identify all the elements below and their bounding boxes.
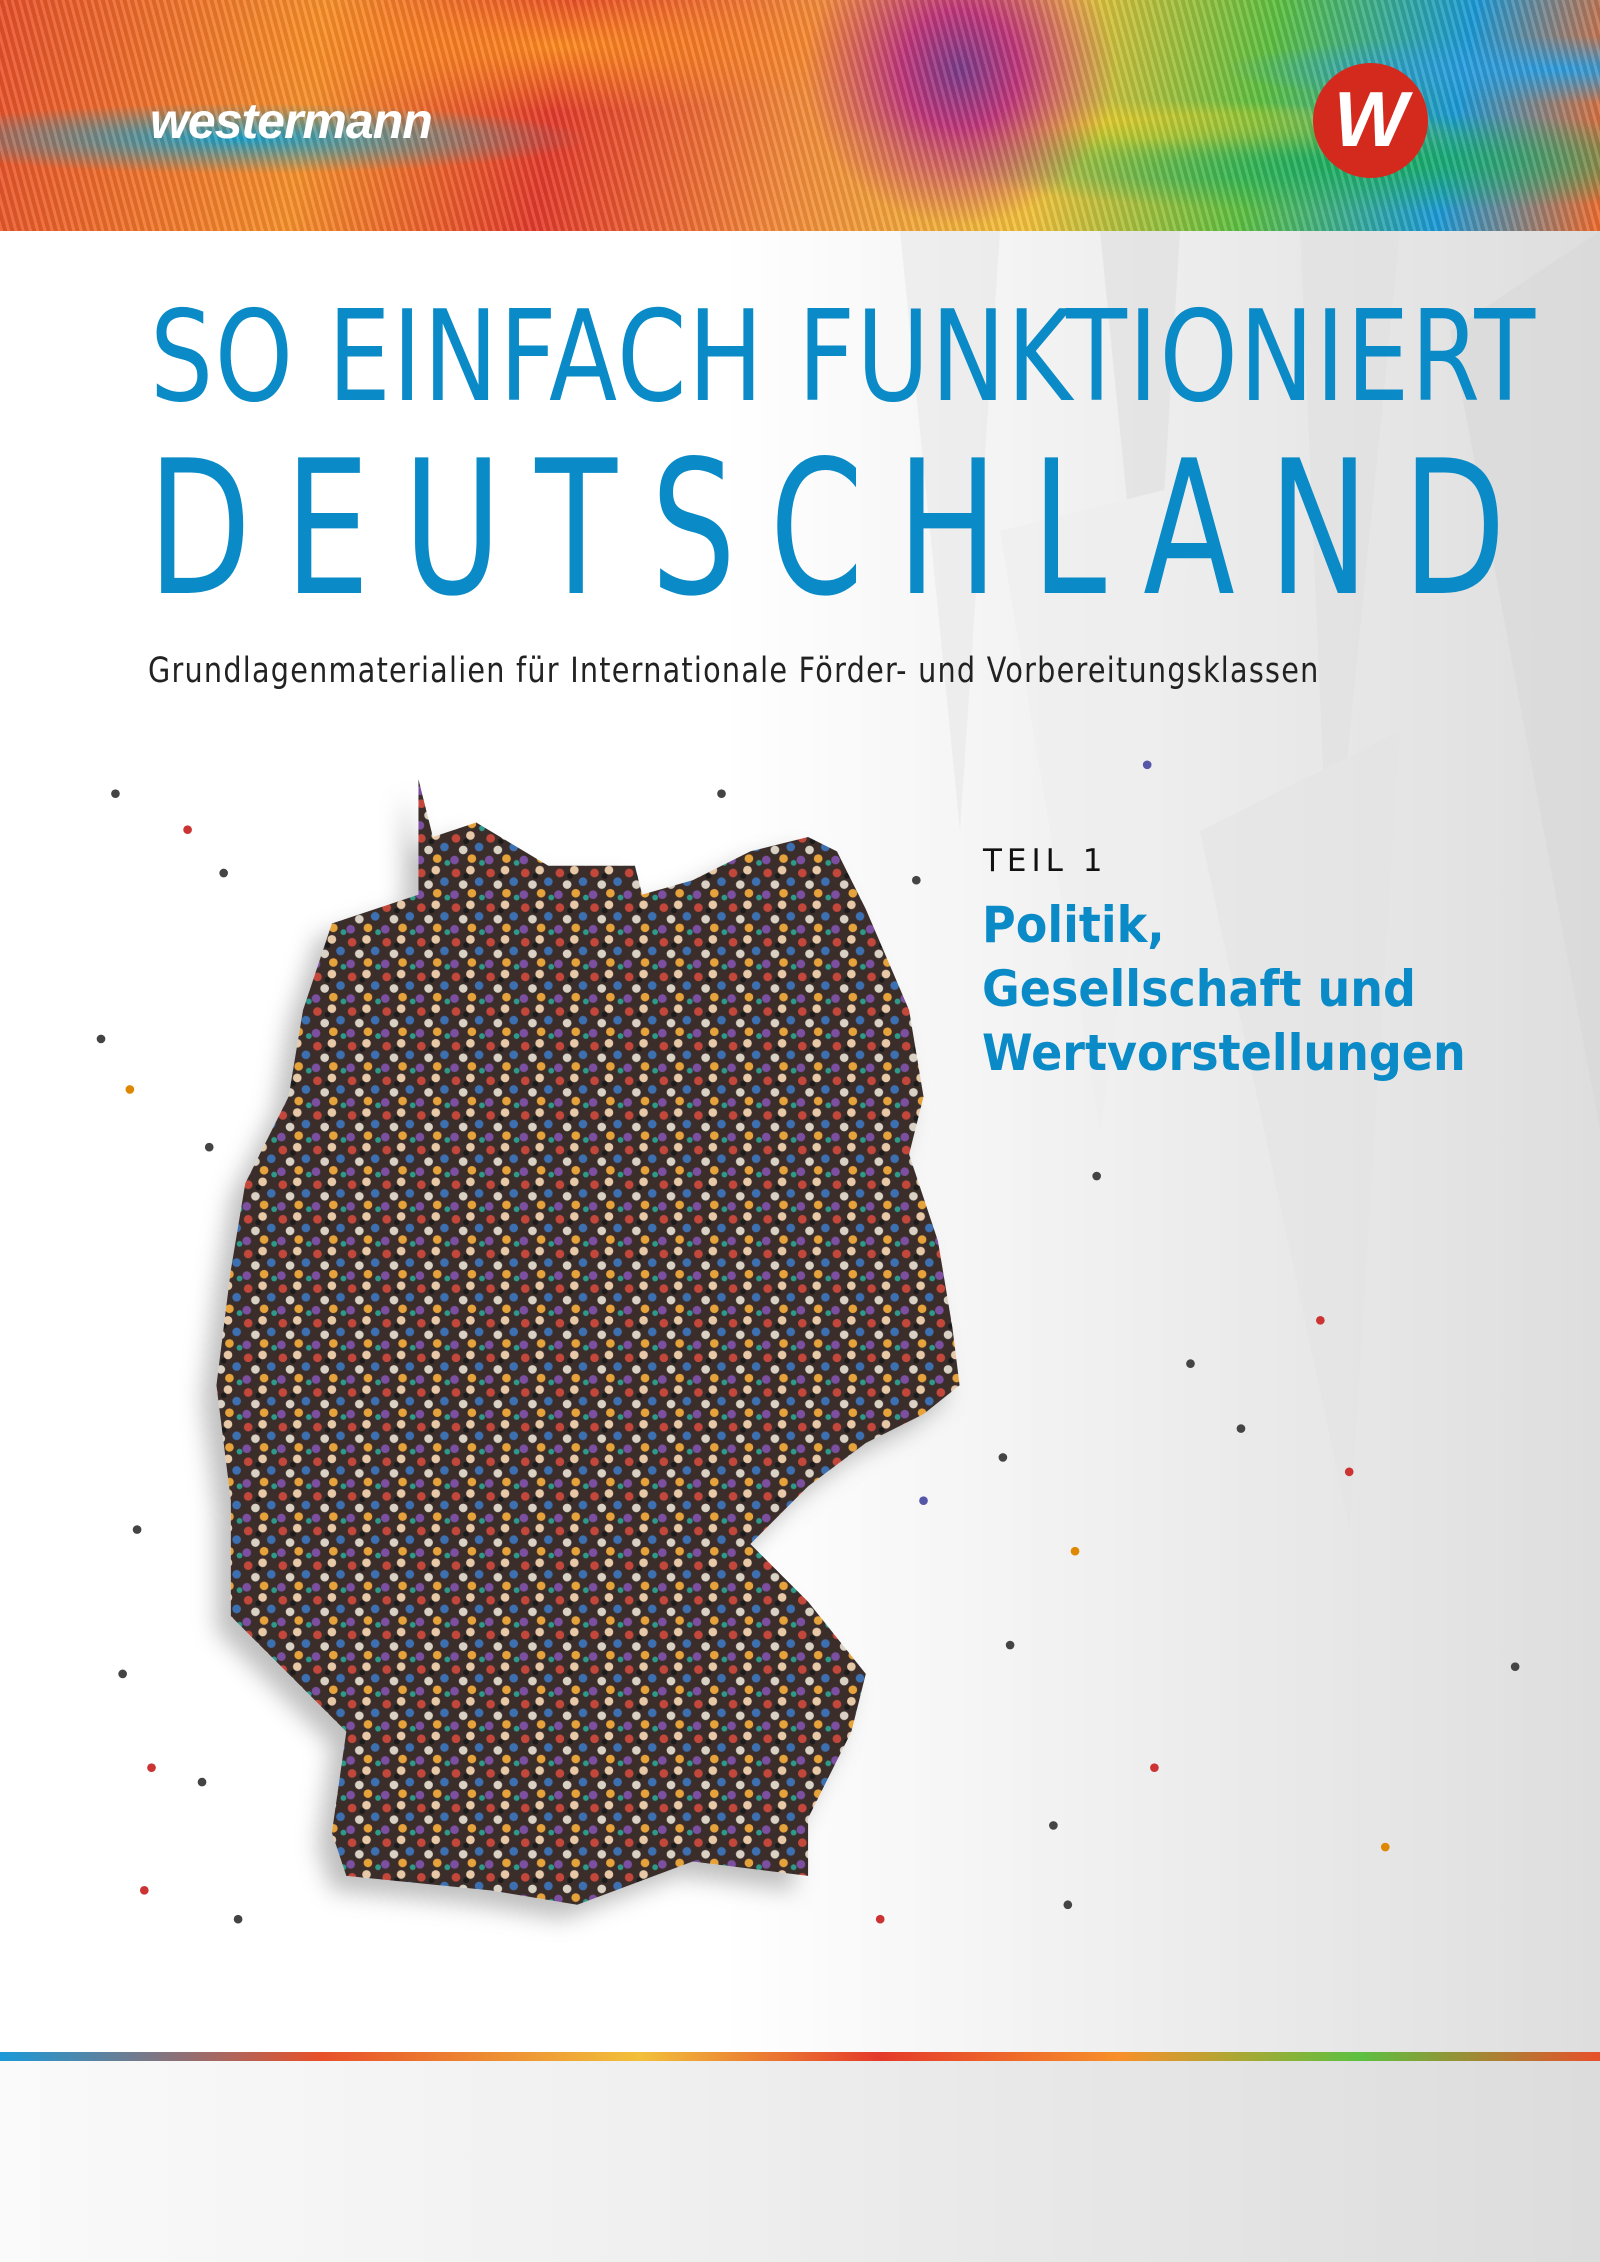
part-title: Politik, Gesellschaft und Wertvorstellun… (982, 893, 1466, 1085)
title-line-2: DEUTSCHLAND (148, 420, 1540, 637)
faceted-background-pattern (900, 231, 1600, 1531)
publisher-wordmark: westermann (150, 93, 433, 149)
title-line-1: SO EINFACH FUNKTIONIERT (150, 283, 1537, 430)
germany-crowd-shape (216, 779, 960, 1905)
part-title-line: Wertvorstellungen (982, 1024, 1466, 1082)
subtitle: Grundlagenmaterialien für Internationale… (148, 651, 1320, 691)
part-label: TEIL 1 (983, 843, 1108, 879)
part-title-line: Politik, (982, 896, 1165, 954)
footer-area (0, 2061, 1600, 2262)
publisher-logo-icon: W (1313, 63, 1428, 178)
part-title-line: Gesellschaft und (982, 960, 1416, 1018)
color-stripe-divider (0, 2052, 1600, 2061)
